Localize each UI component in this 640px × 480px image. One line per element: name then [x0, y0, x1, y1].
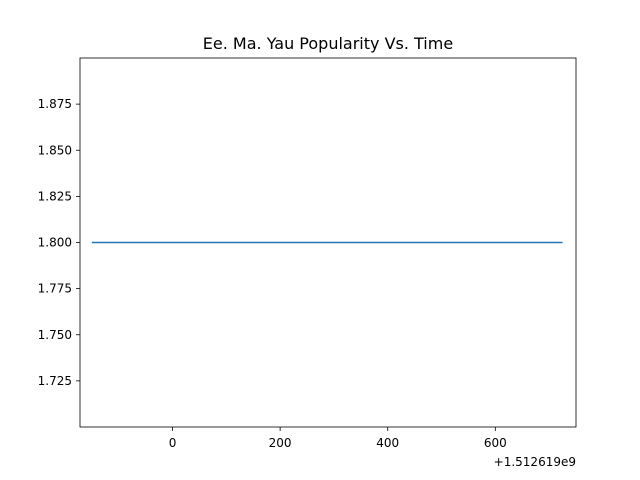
y-tick-label: 1.825 [38, 189, 72, 203]
x-tick-label: 400 [376, 436, 399, 450]
y-tick-label: 1.775 [38, 282, 72, 296]
x-tick-label: 0 [169, 436, 177, 450]
x-tick-label: 200 [269, 436, 292, 450]
chart-title: Ee. Ma. Yau Popularity Vs. Time [203, 34, 453, 53]
x-axis-offset-label: +1.512619e9 [494, 455, 576, 469]
plot-area: 1.725 1.750 1.775 1.800 1.825 1.850 1.875 0 200 4… [38, 57, 577, 450]
y-tick-label: 1.750 [38, 328, 72, 342]
y-tick-label: 1.850 [38, 143, 72, 157]
x-tick-label: 600 [484, 436, 507, 450]
y-tick-label: 1.875 [38, 97, 72, 111]
y-tick-label: 1.725 [38, 374, 72, 388]
y-tick-label: 1.800 [38, 236, 72, 250]
